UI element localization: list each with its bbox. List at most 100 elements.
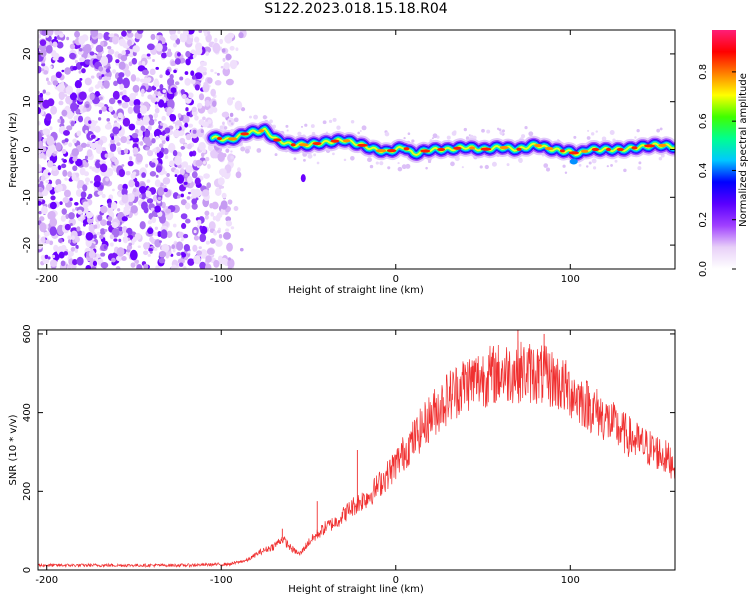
noise-blob bbox=[274, 153, 278, 157]
noise-blob bbox=[179, 76, 184, 81]
y-axis-ticks: 0 200 400 600 bbox=[22, 324, 675, 573]
noise-blob bbox=[39, 222, 47, 233]
noise-blob bbox=[172, 223, 177, 228]
noise-blob bbox=[169, 33, 178, 41]
noise-blob bbox=[199, 233, 207, 243]
noise-blob bbox=[208, 108, 213, 113]
ridge-blob bbox=[569, 158, 578, 165]
noise-blob bbox=[38, 200, 42, 206]
noise-blob bbox=[184, 202, 191, 210]
noise-blob bbox=[172, 42, 178, 48]
noise-blob bbox=[103, 76, 108, 81]
noise-blob bbox=[93, 224, 98, 229]
noise-blob bbox=[50, 75, 57, 80]
noise-blob bbox=[38, 163, 42, 173]
noise-blob bbox=[182, 266, 187, 269]
noise-blob bbox=[183, 181, 188, 185]
noise-blob bbox=[187, 258, 195, 266]
noise-blob bbox=[103, 245, 107, 249]
ridge-peak bbox=[469, 146, 476, 150]
noise-blob bbox=[108, 106, 114, 112]
noise-blob bbox=[219, 38, 224, 45]
noise-blob bbox=[100, 219, 107, 226]
noise-blob bbox=[336, 125, 341, 130]
noise-blob bbox=[186, 111, 191, 117]
noise-blob bbox=[193, 188, 201, 198]
noise-blob bbox=[110, 138, 115, 144]
noise-blob bbox=[212, 107, 218, 113]
noise-blob bbox=[212, 216, 216, 221]
noise-blob bbox=[101, 147, 106, 152]
noise-blob bbox=[179, 33, 188, 43]
noise-blob bbox=[52, 80, 59, 86]
noise-blob bbox=[45, 180, 50, 184]
noise-blob bbox=[379, 161, 384, 166]
noise-blob bbox=[217, 151, 225, 162]
noise-blob bbox=[50, 105, 58, 115]
colorbar-ticks: 0.0 0.2 0.4 0.6 0.8 bbox=[698, 64, 736, 277]
noise-blob bbox=[369, 164, 374, 169]
noise-blob bbox=[128, 179, 135, 188]
noise-blob bbox=[227, 199, 233, 205]
snr-series-layer bbox=[38, 330, 675, 569]
noise-blob bbox=[51, 254, 56, 259]
noise-blob bbox=[41, 30, 48, 36]
noise-blob bbox=[131, 57, 138, 65]
noise-blob bbox=[578, 163, 582, 167]
noise-blob bbox=[146, 198, 154, 204]
noise-blob bbox=[181, 252, 187, 258]
noise-blob bbox=[105, 68, 111, 73]
noise-blob bbox=[545, 167, 551, 172]
noise-blob bbox=[304, 123, 308, 127]
noise-blob bbox=[38, 90, 41, 94]
noise-blob bbox=[82, 201, 89, 209]
noise-blob bbox=[230, 226, 235, 230]
noise-blob bbox=[135, 119, 142, 126]
noise-blob bbox=[109, 234, 114, 240]
noise-blob bbox=[185, 50, 191, 58]
noise-blob bbox=[163, 188, 168, 193]
noise-blob bbox=[137, 30, 144, 34]
noise-blob bbox=[64, 177, 68, 181]
noise-blob bbox=[609, 130, 615, 135]
noise-blob bbox=[126, 135, 131, 140]
noise-blob bbox=[38, 210, 42, 215]
noise-blob bbox=[133, 98, 141, 107]
noise-blob bbox=[49, 201, 57, 210]
noise-blob bbox=[240, 107, 246, 112]
noise-blob bbox=[117, 150, 122, 155]
noise-blob bbox=[86, 196, 91, 200]
noise-blob bbox=[256, 148, 262, 153]
noise-blob bbox=[65, 85, 73, 95]
y-tick-label: -20 bbox=[22, 237, 33, 253]
noise-blob bbox=[224, 34, 233, 44]
noise-blob bbox=[150, 33, 156, 41]
noise-blob bbox=[210, 212, 215, 217]
noise-blob bbox=[45, 183, 52, 191]
noise-blob bbox=[79, 57, 86, 63]
noise-blob bbox=[191, 106, 197, 113]
noise-blob bbox=[573, 135, 577, 139]
noise-blob bbox=[155, 97, 160, 102]
noise-blob bbox=[169, 113, 174, 119]
noise-blob bbox=[521, 134, 526, 139]
noise-blob bbox=[49, 217, 58, 227]
noise-blob bbox=[562, 164, 566, 168]
noise-blob bbox=[126, 139, 131, 145]
ridge-peak bbox=[568, 151, 579, 155]
noise-blob bbox=[179, 168, 185, 176]
noise-blob bbox=[61, 139, 66, 144]
noise-blob bbox=[190, 49, 196, 55]
ridge-peak bbox=[544, 146, 554, 151]
noise-blob bbox=[140, 191, 147, 200]
noise-blob bbox=[102, 160, 106, 165]
noise-blob bbox=[198, 142, 206, 151]
noise-blob bbox=[121, 30, 127, 37]
noise-blob bbox=[143, 136, 151, 144]
noise-blob bbox=[659, 127, 663, 131]
noise-blob bbox=[139, 141, 144, 146]
noise-blob bbox=[170, 264, 178, 269]
noise-blob bbox=[145, 146, 150, 151]
noise-blob bbox=[147, 220, 153, 225]
